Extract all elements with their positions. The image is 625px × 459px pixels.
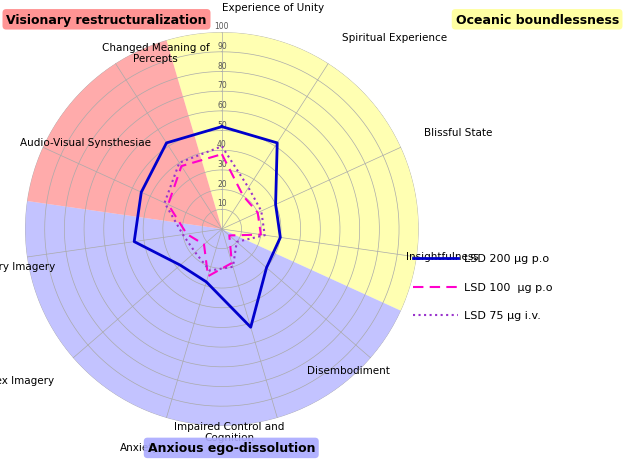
Polygon shape xyxy=(27,41,222,230)
Polygon shape xyxy=(166,33,419,311)
Text: 50: 50 xyxy=(217,120,227,129)
Text: Insightfulness: Insightfulness xyxy=(406,251,479,261)
Text: Spiritual Experience: Spiritual Experience xyxy=(342,33,447,43)
Text: 20: 20 xyxy=(217,179,227,188)
Text: Disembodiment: Disembodiment xyxy=(307,365,390,375)
Text: Anxiety: Anxiety xyxy=(120,442,159,453)
Text: 40: 40 xyxy=(217,140,227,149)
Text: 80: 80 xyxy=(217,62,227,70)
Text: LSD 75 μg i.v.: LSD 75 μg i.v. xyxy=(464,310,541,320)
Text: 30: 30 xyxy=(217,160,227,168)
Text: 100: 100 xyxy=(214,22,229,31)
Text: 70: 70 xyxy=(217,81,227,90)
Text: Complex Imagery: Complex Imagery xyxy=(0,375,54,385)
Text: Experience of Unity: Experience of Unity xyxy=(222,3,324,12)
Text: Elementary Imagery: Elementary Imagery xyxy=(0,261,55,271)
Polygon shape xyxy=(25,202,401,426)
Text: LSD 100  μg p.o: LSD 100 μg p.o xyxy=(464,282,552,292)
Text: Oceanic boundlessness: Oceanic boundlessness xyxy=(456,14,619,27)
Text: Impaired Control and
Cognition: Impaired Control and Cognition xyxy=(174,421,284,442)
Text: Changed Meaning of
Percepts: Changed Meaning of Percepts xyxy=(102,43,209,64)
Text: 60: 60 xyxy=(217,101,227,110)
Text: Audio-Visual Synsthesiae: Audio-Visual Synsthesiae xyxy=(19,137,151,147)
Text: Anxious ego-dissolution: Anxious ego-dissolution xyxy=(148,442,315,454)
Text: 90: 90 xyxy=(217,42,227,51)
Text: Visionary restructuralization: Visionary restructuralization xyxy=(6,14,207,27)
Text: 10: 10 xyxy=(217,199,227,208)
Text: LSD 200 μg p.o: LSD 200 μg p.o xyxy=(464,254,549,264)
Text: Blissful State: Blissful State xyxy=(424,127,493,137)
